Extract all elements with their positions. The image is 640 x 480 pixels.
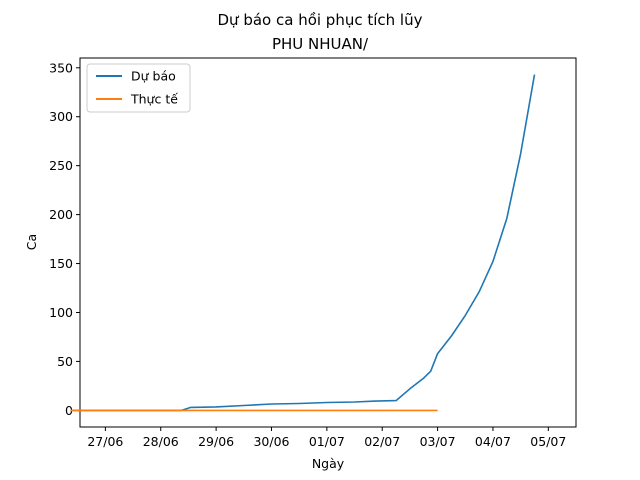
y-tick-label: 100: [49, 305, 73, 320]
x-tick-label: 01/07: [309, 434, 345, 449]
y-tick-label: 250: [49, 158, 73, 173]
x-axis-label: Ngày: [312, 456, 345, 471]
x-tick-label: 28/06: [143, 434, 179, 449]
x-axis: 27/06 28/06 29/06 30/06 01/07 02/07 03/07 04/07…: [87, 427, 566, 449]
x-tick-label: 05/07: [530, 434, 566, 449]
legend-label-forecast: Dự báo: [131, 69, 176, 84]
plot-area: [79, 57, 577, 428]
x-tick-label: 29/06: [198, 434, 234, 449]
x-tick-label: 02/07: [364, 434, 400, 449]
series-lines: [70, 74, 536, 412]
x-tick-label: 27/06: [87, 434, 123, 449]
chart-title: Dự báo ca hồi phục tích lũy: [218, 11, 423, 29]
legend: Dự báo Thực tế: [86, 63, 191, 113]
x-tick-label: 04/07: [475, 434, 511, 449]
legend-label-actual: Thực tế: [130, 92, 178, 107]
y-tick-label: 50: [57, 354, 73, 369]
x-tick-label: 03/07: [420, 434, 456, 449]
x-tick-label: 30/06: [253, 434, 289, 449]
y-tick-label: 300: [49, 109, 73, 124]
y-tick-label: 150: [49, 256, 73, 271]
series-line-forecast: [70, 74, 536, 412]
y-axis-label: Ca: [24, 234, 39, 250]
y-tick-label: 200: [49, 207, 73, 222]
chart-subtitle: PHU NHUAN/: [272, 35, 369, 53]
y-tick-label: 350: [49, 60, 73, 75]
y-tick-label: 0: [65, 403, 73, 418]
y-axis: 0 50 100 150 200 250 300 350: [49, 60, 80, 418]
